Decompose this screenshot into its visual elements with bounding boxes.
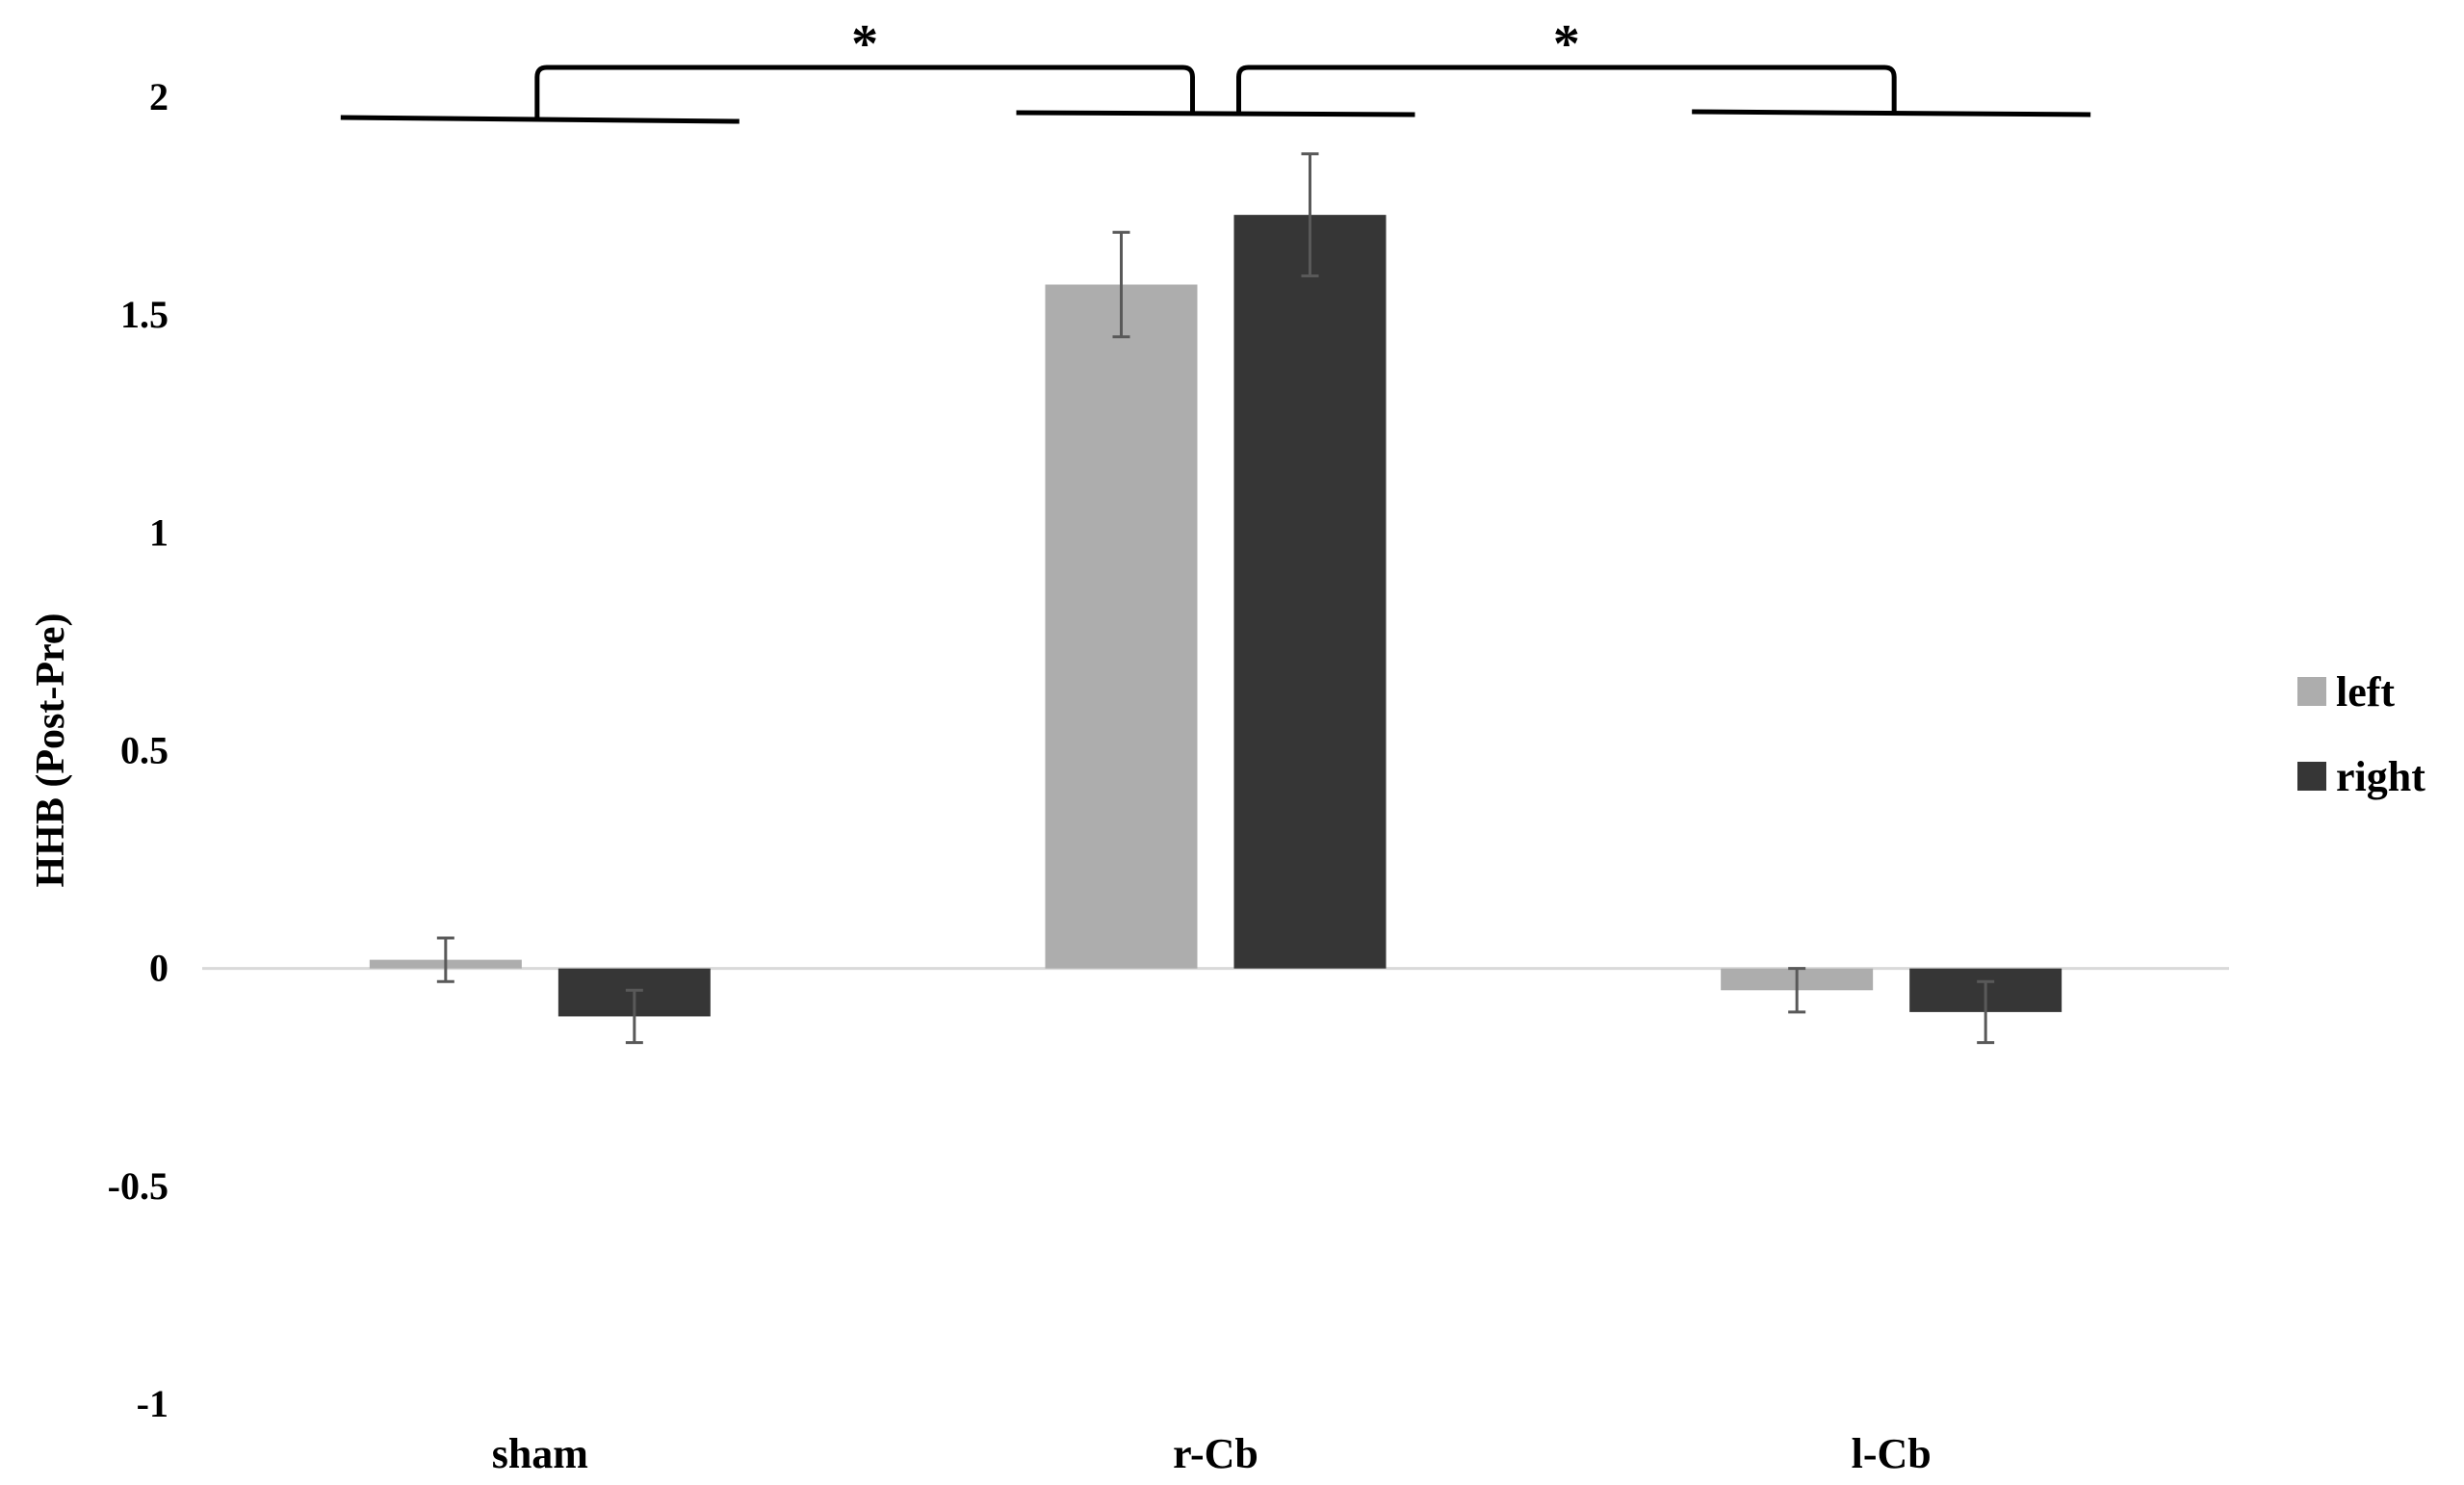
bars-group — [369, 152, 2062, 1045]
y-tick-label: 0 — [149, 947, 169, 990]
y-tick-label: 1.5 — [120, 293, 169, 336]
y-tick-label: -0.5 — [108, 1164, 169, 1208]
y-tick-label: 0.5 — [120, 729, 169, 772]
legend-swatch-left — [2297, 677, 2326, 706]
significance-star: * — [1553, 14, 1580, 74]
error-bar — [1301, 152, 1319, 277]
x-category-label: l-Cb — [1852, 1430, 1932, 1477]
error-bar — [1112, 230, 1130, 339]
group-bracket-line — [1692, 109, 2091, 117]
significance-star: * — [851, 14, 878, 74]
bar-right-r-Cb — [1233, 215, 1387, 969]
group-bracket-line — [340, 115, 739, 124]
y-tick-label: 1 — [149, 510, 169, 554]
bar-left-r-Cb — [1045, 284, 1198, 969]
x-category-label: r-Cb — [1173, 1430, 1258, 1477]
legend-label-right: right — [2336, 753, 2425, 800]
y-axis-label: HHB (Post-Pre) — [29, 613, 73, 888]
significance-bracket — [534, 65, 1195, 117]
error-bar — [1788, 967, 1806, 1014]
y-axis: 2 1.5 1 0.5 0 -0.5 -1 — [108, 75, 169, 1425]
y-tick-label: 2 — [149, 75, 169, 118]
significance-bracket — [1236, 65, 1897, 113]
significance-annotations: * * — [340, 14, 2091, 124]
y-tick-label: -1 — [137, 1382, 169, 1425]
legend-swatch-right — [2297, 762, 2326, 791]
error-bar — [1977, 979, 1995, 1045]
x-axis: sham r-Cb l-Cb — [492, 1430, 1932, 1477]
error-bar — [436, 936, 454, 983]
x-category-label: sham — [492, 1430, 588, 1477]
legend-label-left: left — [2336, 668, 2395, 716]
error-bar — [625, 988, 643, 1045]
legend: left right — [2297, 668, 2425, 800]
group-bracket-line — [1016, 110, 1415, 117]
